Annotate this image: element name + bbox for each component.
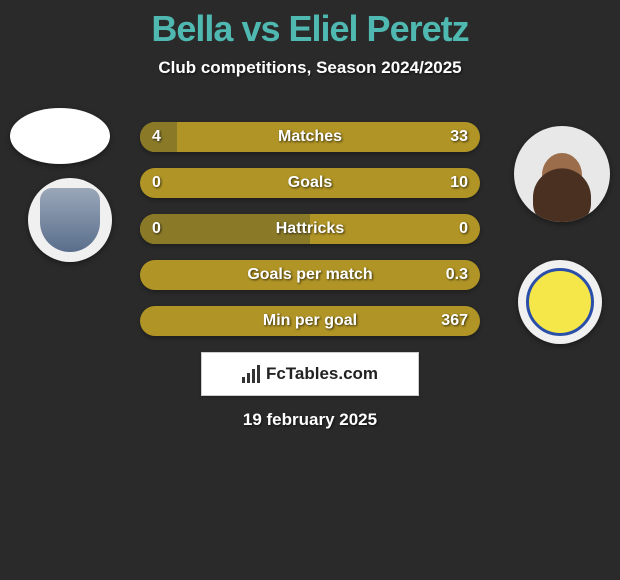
- title-player2: Eliel Peretz: [289, 8, 469, 49]
- title-player1: Bella: [151, 8, 232, 49]
- club-shield-icon: [40, 188, 100, 252]
- stat-label: Goals per match: [140, 260, 480, 290]
- date-label: 19 february 2025: [0, 410, 620, 430]
- stat-bar: Min per goal 367: [140, 306, 480, 336]
- player1-avatar: [10, 108, 110, 164]
- stat-label: Hattricks: [140, 214, 480, 244]
- title-vs: vs: [241, 8, 279, 49]
- watermark-text: FcTables.com: [266, 364, 378, 384]
- player2-avatar: [514, 126, 610, 222]
- stat-bar: 4 Matches 33: [140, 122, 480, 152]
- stat-label: Matches: [140, 122, 480, 152]
- stat-value-right: 367: [441, 306, 468, 336]
- stat-value-right: 0: [459, 214, 468, 244]
- subtitle: Club competitions, Season 2024/2025: [0, 58, 620, 78]
- stat-label: Min per goal: [140, 306, 480, 336]
- player1-club-badge: [28, 178, 112, 262]
- bar-chart-icon: [242, 365, 262, 383]
- comparison-bars: 4 Matches 33 0 Goals 10 0 Hattricks 0 Go…: [140, 122, 480, 352]
- stat-label: Goals: [140, 168, 480, 198]
- stat-bar: 0 Goals 10: [140, 168, 480, 198]
- club-shield-icon: [526, 268, 594, 336]
- stat-bar: Goals per match 0.3: [140, 260, 480, 290]
- stat-value-right: 33: [450, 122, 468, 152]
- stat-bar: 0 Hattricks 0: [140, 214, 480, 244]
- stat-value-right: 0.3: [446, 260, 468, 290]
- watermark-badge: FcTables.com: [201, 352, 419, 396]
- player2-club-badge: [518, 260, 602, 344]
- stat-value-right: 10: [450, 168, 468, 198]
- page-title: Bella vs Eliel Peretz: [0, 0, 620, 50]
